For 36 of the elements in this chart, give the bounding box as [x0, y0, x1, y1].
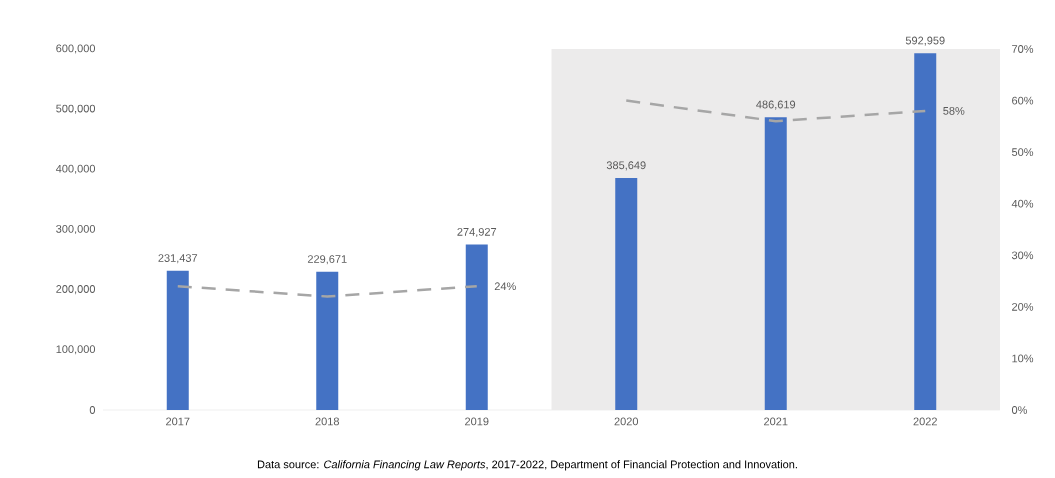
data-label: 486,619: [756, 100, 796, 110]
y2-tick-label: 10%: [1012, 354, 1034, 363]
y2-tick-label: 50%: [1011, 148, 1034, 157]
bar: [615, 177, 638, 410]
y2-tick-label: 20%: [1012, 302, 1034, 311]
y-tick-label: 100,000: [56, 345, 96, 355]
data-label: 592,959: [905, 36, 945, 46]
y-tick-label: 0: [89, 406, 96, 414]
bar: [316, 271, 339, 410]
y-tick-label: 300,000: [56, 224, 96, 235]
x-tick-label: 2018: [315, 417, 339, 426]
y-tick-label: 400,000: [55, 164, 96, 174]
bar: [914, 53, 937, 410]
y2-tick-label: 0%: [1011, 406, 1028, 414]
data-label: 274,927: [457, 227, 497, 238]
y2-tick-label: 70%: [1012, 45, 1034, 53]
x-tick-label: 2017: [166, 417, 190, 426]
y2-tick-label: 60%: [1012, 96, 1034, 105]
x-tick-label: 2021: [764, 417, 788, 426]
bar: [465, 244, 488, 410]
source-note: Data source: California Financing Law Reports, 2017-2022, Department of Financial Protection and Innovation.: [257, 460, 797, 471]
bar: [764, 117, 787, 410]
y-tick-label: 500,000: [56, 104, 96, 114]
data-label: 229,671: [307, 255, 347, 265]
y2-tick-label: 30%: [1011, 251, 1034, 260]
bar: [166, 270, 189, 410]
y-tick-label: 600,000: [56, 44, 96, 54]
data-label: 385,649: [606, 161, 646, 171]
data-label: 58%: [943, 107, 965, 115]
data-label: 231,437: [158, 254, 198, 264]
x-tick-label: 2022: [913, 417, 937, 426]
x-tick-label: 2020: [614, 417, 639, 426]
y-tick-label: 200,000: [56, 285, 96, 295]
y2-tick-label: 40%: [1011, 199, 1034, 208]
x-tick-label: 2019: [465, 417, 489, 426]
data-label: 24%: [494, 282, 516, 291]
